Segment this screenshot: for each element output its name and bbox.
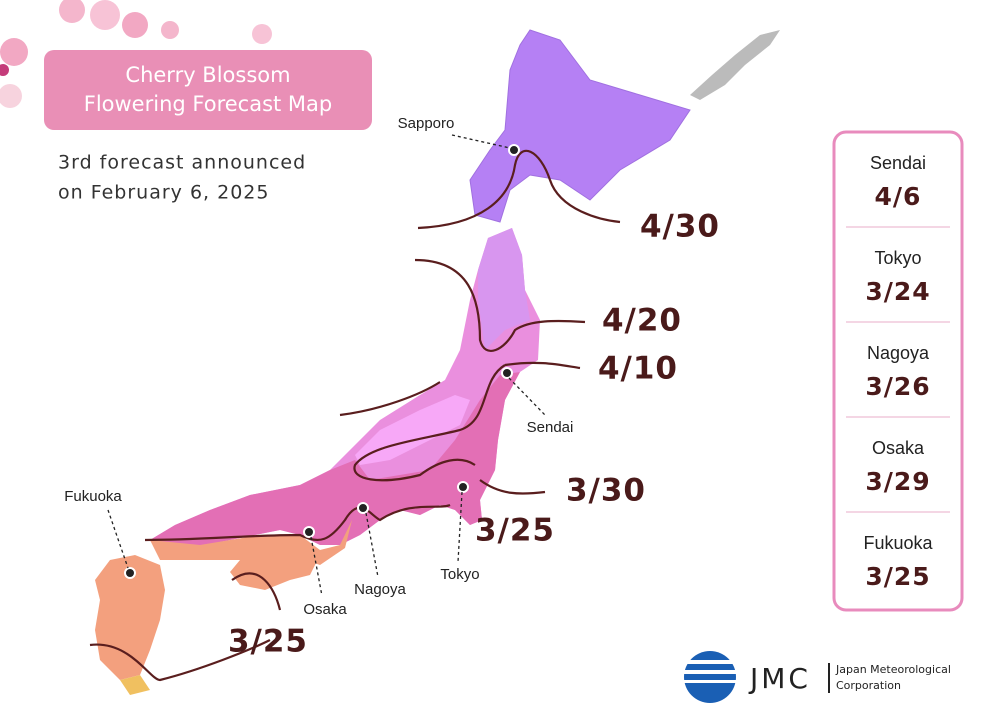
city-label: Tokyo xyxy=(440,566,479,583)
panel-city: Osaka xyxy=(872,438,925,458)
logo-abbr: JMC xyxy=(748,662,811,695)
isoline-label: 4/10 xyxy=(598,351,678,387)
panel-city: Fukuoka xyxy=(863,533,933,553)
isoline-label: 3/25 xyxy=(475,513,555,549)
logo: JMC Japan Meteorological Corporation xyxy=(684,651,951,703)
blossom-decoration xyxy=(0,0,272,108)
panel-date: 3/26 xyxy=(865,372,930,401)
logo-name: Corporation xyxy=(836,679,901,692)
city-label: Osaka xyxy=(303,601,347,618)
title: Cherry Blossom xyxy=(125,63,290,87)
title-box xyxy=(44,50,372,130)
panel-city: Tokyo xyxy=(874,248,921,268)
title: Flowering Forecast Map xyxy=(84,92,333,116)
panel-city: Nagoya xyxy=(867,343,930,363)
isoline-label: 3/30 xyxy=(566,473,646,509)
panel-date: 3/24 xyxy=(865,277,930,306)
logo-name: Japan Meteorological xyxy=(835,663,951,676)
city-label: Sapporo xyxy=(398,115,455,132)
panel-date: 3/29 xyxy=(865,467,930,496)
panel-city: Sendai xyxy=(870,153,926,173)
panel-date: 4/6 xyxy=(875,182,922,211)
subtitle: on February 6, 2025 xyxy=(58,182,269,204)
isoline-label: 4/20 xyxy=(602,303,682,339)
subtitle: 3rd forecast announced xyxy=(58,152,306,174)
panel-items: Sendai 4/6 Tokyo 3/24 Nagoya 3/26 Osaka 3/29 Fuk… xyxy=(846,153,950,591)
city-label: Sendai xyxy=(527,419,574,436)
city-label: Nagoya xyxy=(354,581,406,598)
panel-date: 3/25 xyxy=(865,562,930,591)
isoline-label: 4/30 xyxy=(640,209,720,245)
city-label: Fukuoka xyxy=(64,488,122,505)
map xyxy=(89,29,780,695)
isoline-label: 3/25 xyxy=(228,624,308,660)
forecast-panel xyxy=(832,130,964,612)
